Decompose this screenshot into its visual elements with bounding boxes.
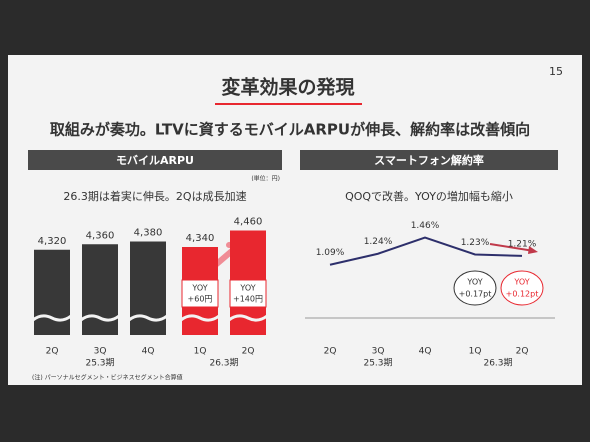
- bar: [34, 249, 70, 335]
- x-tick-label: 2Q: [242, 347, 255, 357]
- value-label: 4,460: [234, 217, 263, 228]
- axis-break: [80, 314, 120, 322]
- chart-title: スマートフォン解約率: [374, 153, 484, 167]
- bar: [82, 244, 118, 335]
- value-label: 1.24%: [364, 237, 393, 247]
- chart-subtitle: 26.3期は着実に伸長。2Qは成長加速: [63, 189, 246, 203]
- value-label: 4,360: [86, 230, 115, 241]
- value-label: 4,380: [134, 228, 163, 239]
- group-label: 26.3期: [483, 358, 512, 369]
- slide-title: 変革効果の発現: [221, 76, 354, 99]
- chart-title: モバイルARPU: [116, 154, 194, 167]
- yoy-value: +140円: [233, 295, 263, 304]
- x-tick-label: 3Q: [94, 347, 107, 357]
- yoy-value: +0.12pt: [506, 290, 539, 299]
- footnote: (注) パーソナルセグメント・ビジネスセグメント合算値: [32, 374, 183, 382]
- value-label: 4,340: [186, 233, 215, 244]
- axis-break: [228, 314, 268, 322]
- value-label: 1.23%: [461, 238, 490, 248]
- yoy-label: YOY: [239, 284, 255, 293]
- yoy-label: YOY: [191, 284, 207, 293]
- yoy-box: [181, 279, 219, 308]
- left-header: [28, 150, 282, 170]
- axis-break: [32, 314, 72, 322]
- right-header: [300, 150, 558, 170]
- x-tick-label: 4Q: [419, 347, 432, 357]
- x-tick-label: 2Q: [46, 347, 59, 357]
- yoy-value: +60円: [188, 295, 213, 304]
- yoy-box: [229, 279, 267, 308]
- axis-break: [180, 314, 220, 322]
- group-label: 25.3期: [85, 358, 114, 369]
- yoy-circle: [453, 270, 497, 306]
- trend-arrow-head: [528, 246, 538, 254]
- yoy-circle: [500, 270, 544, 306]
- x-tick-label: 2Q: [324, 347, 337, 357]
- x-tick-label: 1Q: [194, 347, 207, 357]
- unit-note: (単位：円): [251, 175, 280, 183]
- yoy-label: YOY: [466, 278, 482, 287]
- page-number: 15: [549, 65, 563, 78]
- group-label: 26.3期: [209, 358, 238, 369]
- chart-subtitle: QOQで改善。YOYの増加幅も縮小: [345, 189, 513, 203]
- yoy-value: +0.17pt: [459, 290, 492, 299]
- value-label: 1.09%: [316, 248, 345, 258]
- headline: 取組みが奏功。LTVに資するモバイルARPUが伸長、解約率は改善傾向: [50, 121, 530, 139]
- value-label: 4,320: [38, 236, 67, 247]
- group-label: 25.3期: [363, 358, 392, 369]
- x-tick-label: 2Q: [516, 347, 529, 357]
- axis-break: [128, 314, 168, 322]
- x-tick-label: 4Q: [142, 347, 155, 357]
- value-label: 1.21%: [508, 239, 537, 249]
- trend-arrow: [489, 243, 535, 252]
- yoy-label: YOY: [513, 278, 529, 287]
- value-label: 1.46%: [411, 221, 440, 231]
- line: [329, 236, 523, 266]
- x-tick-label: 1Q: [469, 347, 482, 357]
- x-tick-label: 3Q: [372, 347, 385, 357]
